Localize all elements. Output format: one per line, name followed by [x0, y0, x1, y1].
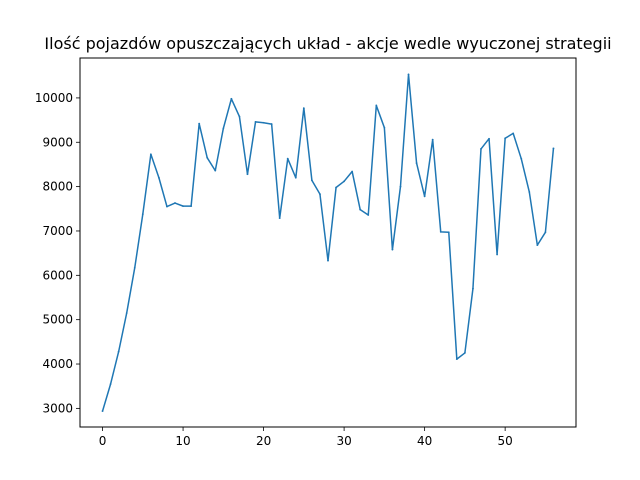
- y-tick-label: 4000: [42, 357, 73, 371]
- data-point: [294, 176, 297, 179]
- data-point: [278, 217, 281, 220]
- y-tick-label: 10000: [35, 91, 73, 105]
- data-point: [327, 259, 329, 262]
- data-point: [496, 253, 498, 256]
- data-point: [246, 173, 249, 176]
- data-point: [480, 148, 482, 150]
- data-point: [407, 73, 410, 76]
- data-point: [174, 202, 176, 204]
- data-point: [158, 176, 160, 179]
- data-point: [383, 126, 386, 129]
- data-point: [190, 205, 193, 208]
- data-point: [536, 244, 539, 247]
- data-point: [141, 213, 144, 216]
- data-point: [198, 122, 201, 125]
- data-point: [206, 156, 209, 159]
- data-point: [415, 162, 418, 165]
- data-point: [262, 121, 265, 124]
- data-point: [182, 205, 184, 208]
- chart-title: Ilość pojazdów opuszczających układ - ak…: [44, 34, 611, 53]
- data-point: [222, 127, 225, 130]
- data-point: [399, 185, 402, 188]
- data-point: [391, 248, 394, 251]
- data-point: [512, 132, 515, 135]
- data-point: [359, 208, 362, 211]
- y-tick-label: 5000: [42, 313, 73, 327]
- data-point: [488, 137, 490, 140]
- x-tick-label: 30: [336, 434, 351, 448]
- data-point: [254, 120, 257, 123]
- x-tick-label: 20: [256, 434, 271, 448]
- x-tick-label: 0: [99, 434, 107, 448]
- data-point: [335, 186, 337, 189]
- plot-area: [80, 58, 576, 427]
- data-point: [367, 214, 370, 216]
- data-point: [302, 107, 305, 110]
- y-tick-label: 9000: [42, 135, 73, 149]
- data-point: [230, 97, 233, 100]
- data-point: [520, 157, 523, 160]
- data-point: [423, 195, 426, 198]
- data-point: [343, 180, 345, 183]
- plot-frame: [79, 57, 577, 428]
- data-point: [133, 266, 136, 269]
- y-tick-label: 6000: [42, 268, 73, 282]
- x-tick-label: 10: [175, 434, 190, 448]
- data-point: [504, 137, 507, 140]
- data-point: [463, 352, 466, 354]
- data-point: [109, 383, 112, 385]
- x-tick-label: 50: [498, 434, 513, 448]
- data-point: [125, 312, 128, 314]
- data-point: [439, 230, 442, 233]
- data-point: [544, 231, 547, 234]
- data-point: [455, 358, 458, 361]
- data-point: [351, 170, 354, 173]
- data-point: [101, 410, 104, 412]
- axes: 0 10 20 30 40 50 3000 4000 5000 6000 7000 8000 9000 1…: [35, 91, 513, 448]
- data-point: [214, 169, 217, 172]
- data-point: [311, 179, 313, 182]
- data-point: [528, 191, 531, 193]
- data-point: [552, 147, 555, 150]
- data-point: [117, 350, 120, 353]
- data-point: [286, 157, 289, 160]
- series-layer: [101, 73, 555, 412]
- data-point: [319, 193, 321, 196]
- data-point: [472, 287, 474, 290]
- data-point: [149, 153, 152, 156]
- y-tick-label: 3000: [42, 401, 73, 415]
- data-point: [447, 231, 450, 234]
- y-tick-label: 7000: [42, 224, 73, 238]
- x-tick-label: 40: [417, 434, 432, 448]
- data-point: [375, 104, 378, 107]
- data-point: [270, 123, 273, 125]
- y-tick-label: 8000: [42, 180, 73, 194]
- data-point: [431, 138, 434, 141]
- data-point: [238, 115, 241, 118]
- data-point: [166, 205, 168, 208]
